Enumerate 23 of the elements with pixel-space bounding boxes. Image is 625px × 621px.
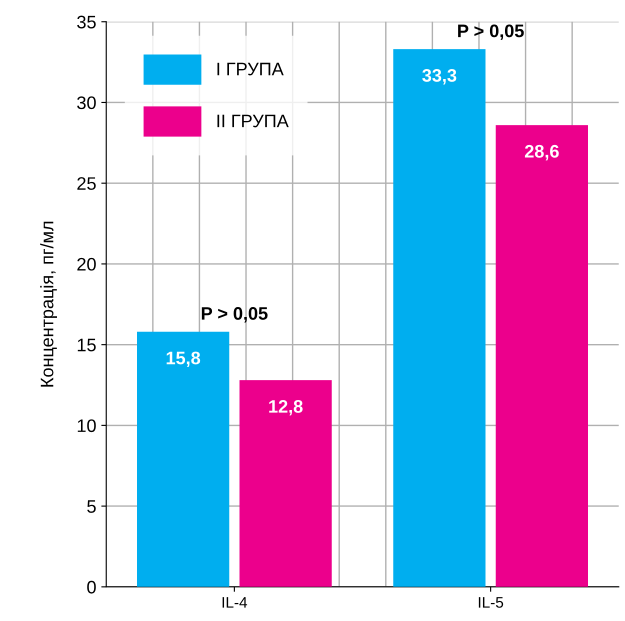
y-tick-label: 30 (77, 96, 96, 110)
bar (240, 380, 332, 587)
bar (496, 125, 588, 587)
legend-label: I ГРУПА (217, 62, 284, 76)
data-label: 33,3 (422, 69, 456, 84)
data-label: 28,6 (524, 144, 559, 160)
annotation: P > 0,05 (458, 24, 524, 40)
annotation: P > 0,05 (202, 307, 268, 322)
x-tick-label: IL-4 (222, 597, 248, 608)
y-tick-label: 20 (77, 258, 96, 271)
y-tick-label: 0 (87, 580, 96, 594)
y-tick-label: 10 (78, 419, 96, 432)
data-label: 12,8 (269, 400, 303, 416)
bar (393, 49, 486, 587)
legend-label: II ГРУПА (217, 114, 289, 128)
data-label: 15,8 (166, 352, 200, 367)
y-tick-label: 35 (77, 16, 96, 28)
y-tick-label: 5 (87, 500, 96, 513)
y-axis-title: Концентрація, пг/мл (40, 222, 57, 387)
y-tick-label: 25 (77, 177, 96, 190)
bar (137, 332, 230, 587)
y-tick-label: 15 (78, 338, 96, 352)
x-tick-label: IL-5 (478, 597, 504, 608)
